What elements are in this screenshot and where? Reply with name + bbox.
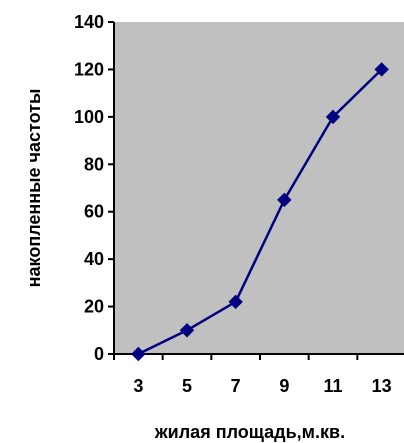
y-tick-label: 100 bbox=[74, 107, 104, 127]
x-tick-label: 5 bbox=[182, 376, 192, 396]
y-tick-label: 60 bbox=[84, 202, 104, 222]
x-tick-label: 7 bbox=[231, 376, 241, 396]
y-tick-label: 20 bbox=[84, 297, 104, 317]
series-markers bbox=[131, 62, 389, 362]
plot-area bbox=[114, 22, 404, 354]
x-tick-label: 11 bbox=[323, 376, 342, 396]
y-tick-label: 0 bbox=[94, 344, 104, 364]
y-axis-ticks bbox=[108, 21, 114, 355]
y-tick-label: 80 bbox=[84, 154, 104, 174]
data-point-marker bbox=[228, 294, 243, 310]
x-tick-label: 3 bbox=[133, 376, 143, 396]
x-tick-label: 13 bbox=[372, 376, 392, 396]
y-tick-label: 40 bbox=[84, 249, 104, 269]
y-tick-label: 140 bbox=[74, 12, 104, 32]
data-point-marker bbox=[325, 109, 341, 125]
data-point-marker bbox=[277, 192, 292, 208]
x-axis-title: жилая площадь,м.кв. bbox=[154, 422, 345, 442]
data-point-marker bbox=[374, 62, 389, 77]
x-axis-tick-labels: 3 5 7 9 11 13 bbox=[133, 376, 391, 396]
data-point-marker bbox=[179, 323, 195, 338]
y-tick-label: 120 bbox=[74, 59, 104, 79]
series-line bbox=[137, 68, 383, 356]
y-axis-tick-labels: 0 20 40 60 80 100 120 140 bbox=[74, 12, 104, 364]
data-point-marker bbox=[131, 346, 146, 362]
x-tick-label: 9 bbox=[279, 376, 289, 396]
y-axis-title: накопленные частоты bbox=[24, 89, 44, 288]
